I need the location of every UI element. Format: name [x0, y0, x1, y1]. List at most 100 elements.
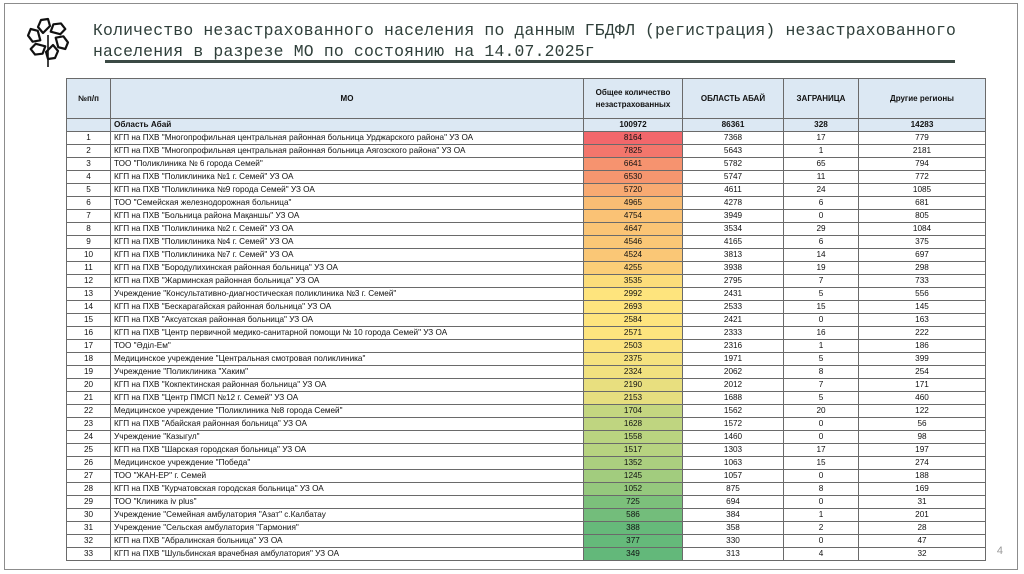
row-num: 14 [66, 300, 111, 314]
table-row: 13 Учреждение "Консультативно-диагностиче… [66, 287, 986, 301]
row-mo-name: КГП на ПХВ "Абралинская больница" УЗ ОА [110, 534, 584, 548]
row-abroad: 16 [783, 326, 859, 340]
table-header-row: №п/п МО Общее количество незастрахованны… [66, 78, 986, 119]
table-row: 29 ТОО "Клиника iv plus" 725 694 0 31 [66, 495, 986, 509]
table-row: 6 ТОО "Семейская железнодорожная больница… [66, 196, 986, 210]
row-total: 1704 [583, 404, 683, 418]
row-total: 7825 [583, 144, 683, 158]
row-total: 5720 [583, 183, 683, 197]
header-abai: ОБЛАСТЬ АБАЙ [682, 78, 784, 119]
row-mo-name: КГП на ПХВ "Шульбинская врачебная амбула… [110, 547, 584, 561]
row-abroad: 0 [783, 313, 859, 327]
row-abai: 2431 [682, 287, 784, 301]
summary-name: Область Абай [110, 118, 584, 132]
row-total: 2571 [583, 326, 683, 340]
header-total: Общее количество незастрахованных [583, 78, 683, 119]
row-total: 2190 [583, 378, 683, 392]
row-abroad: 15 [783, 300, 859, 314]
row-abai: 1063 [682, 456, 784, 470]
page-title: Количество незастрахованного населения п… [93, 20, 993, 62]
row-abroad: 6 [783, 196, 859, 210]
row-other: 375 [858, 235, 986, 249]
table-row: 22 Медицинское учреждение "Поликлиника №8… [66, 404, 986, 418]
table-row: 4 КГП на ПХВ "Поликлиника №1 г. Семей" УЗ… [66, 170, 986, 184]
row-mo-name: КГП на ПХВ "Бородулихинская районная бол… [110, 261, 584, 275]
row-total: 2153 [583, 391, 683, 405]
table-row: 28 КГП на ПХВ "Курчатовская городская бол… [66, 482, 986, 496]
row-abai: 7368 [682, 131, 784, 145]
table-row: 8 КГП на ПХВ "Поликлиника №2 г. Семей" УЗ… [66, 222, 986, 236]
row-total: 8164 [583, 131, 683, 145]
row-mo-name: ТОО "Клиника iv plus" [110, 495, 584, 509]
row-num: 10 [66, 248, 111, 262]
row-abroad: 0 [783, 430, 859, 444]
row-mo-name: КГП на ПХВ "Поликлиника №9 города Семей"… [110, 183, 584, 197]
row-abroad: 1 [783, 339, 859, 353]
row-abroad: 7 [783, 274, 859, 288]
row-abai: 3534 [682, 222, 784, 236]
table-row: 25 КГП на ПХВ "Шарская городская больница… [66, 443, 986, 457]
row-total: 6530 [583, 170, 683, 184]
row-other: 298 [858, 261, 986, 275]
table-row: 12 КГП на ПХВ "Жарминская районная больни… [66, 274, 986, 288]
row-mo-name: КГП на ПХВ "Поликлиника №7 г. Семей" УЗ … [110, 248, 584, 262]
row-abai: 5747 [682, 170, 784, 184]
row-num: 16 [66, 326, 111, 340]
row-abroad: 5 [783, 391, 859, 405]
row-num: 30 [66, 508, 111, 522]
row-total: 2324 [583, 365, 683, 379]
row-other: 98 [858, 430, 986, 444]
row-other: 1085 [858, 183, 986, 197]
table-row: 16 КГП на ПХВ "Центр первичной медико-сан… [66, 326, 986, 340]
row-mo-name: КГП на ПХВ "Центр первичной медико-санит… [110, 326, 584, 340]
row-total: 1517 [583, 443, 683, 457]
table-row: 14 КГП на ПХВ "Бескарагайская районная бо… [66, 300, 986, 314]
row-abroad: 0 [783, 417, 859, 431]
row-num: 13 [66, 287, 111, 301]
row-mo-name: ТОО "Әділ-Ем" [110, 339, 584, 353]
row-total: 1052 [583, 482, 683, 496]
row-num: 29 [66, 495, 111, 509]
row-abroad: 4 [783, 547, 859, 561]
row-abai: 1971 [682, 352, 784, 366]
row-abroad: 6 [783, 235, 859, 249]
row-mo-name: КГП на ПХВ "Абайская районная больница" … [110, 417, 584, 431]
row-abai: 2421 [682, 313, 784, 327]
row-abroad: 29 [783, 222, 859, 236]
row-other: 197 [858, 443, 986, 457]
row-abroad: 0 [783, 495, 859, 509]
row-total: 4255 [583, 261, 683, 275]
row-abroad: 5 [783, 352, 859, 366]
row-mo-name: Медицинское учреждение "Победа" [110, 456, 584, 470]
row-other: 169 [858, 482, 986, 496]
row-abai: 5643 [682, 144, 784, 158]
row-abai: 4611 [682, 183, 784, 197]
table-row: 32 КГП на ПХВ "Абралинская больница" УЗ О… [66, 534, 986, 548]
table-row: 27 ТОО "ЖАН-ЕР" г. Семей 1245 1057 0 188 [66, 469, 986, 483]
row-total: 4647 [583, 222, 683, 236]
row-num: 4 [66, 170, 111, 184]
row-other: 697 [858, 248, 986, 262]
row-abai: 2062 [682, 365, 784, 379]
row-abai: 3813 [682, 248, 784, 262]
table-row: 11 КГП на ПХВ "Бородулихинская районная б… [66, 261, 986, 275]
row-abai: 1303 [682, 443, 784, 457]
row-abroad: 0 [783, 209, 859, 223]
table-row: 1 КГП на ПХВ "Многопрофильная центральная… [66, 131, 986, 145]
row-num: 3 [66, 157, 111, 171]
row-abroad: 2 [783, 521, 859, 535]
row-abroad: 17 [783, 131, 859, 145]
row-num: 31 [66, 521, 111, 535]
row-abroad: 11 [783, 170, 859, 184]
row-total: 4754 [583, 209, 683, 223]
table-row: 21 КГП на ПХВ "Центр ПМСП №12 г. Семей" У… [66, 391, 986, 405]
row-abroad: 5 [783, 287, 859, 301]
row-mo-name: Учреждение "Казыгул" [110, 430, 584, 444]
row-abroad: 20 [783, 404, 859, 418]
row-num: 24 [66, 430, 111, 444]
row-total: 4965 [583, 196, 683, 210]
row-num: 8 [66, 222, 111, 236]
row-mo-name: Медицинское учреждение "Поликлиника №8 г… [110, 404, 584, 418]
row-other: 556 [858, 287, 986, 301]
row-num: 28 [66, 482, 111, 496]
